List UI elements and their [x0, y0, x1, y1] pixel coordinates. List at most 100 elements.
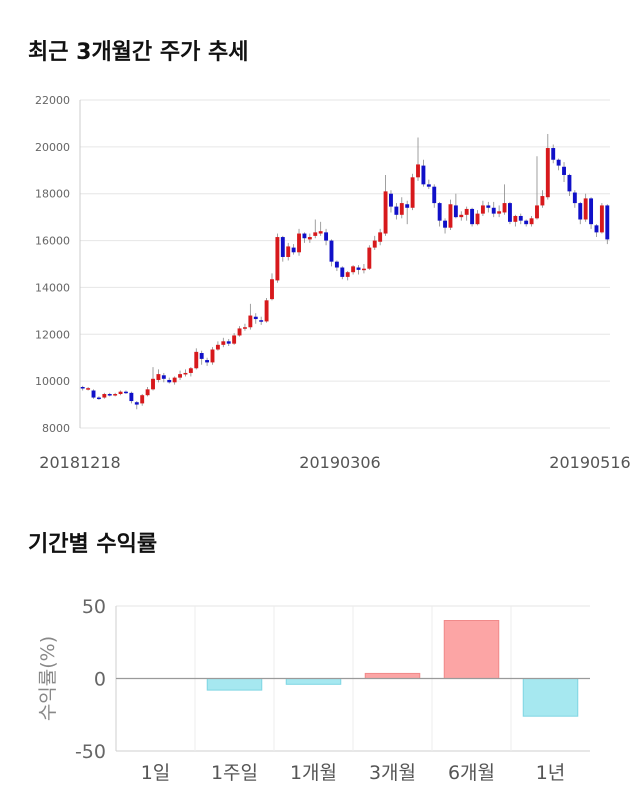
candle-body [545, 148, 550, 198]
candle-body [340, 267, 345, 277]
candle-body [140, 395, 145, 404]
candle-body [599, 205, 604, 233]
candle-axis: 8000 10000 12000 14000 16000 18000 20000 22000 2… [35, 94, 631, 472]
candle-ytick-label: 18000 [35, 188, 70, 201]
candlestick-chart: 8000 10000 12000 14000 16000 18000 20000 22000 2… [35, 94, 631, 472]
candle-body [443, 220, 447, 228]
candle-body [151, 378, 155, 390]
candle-body [502, 203, 507, 213]
candle-body [199, 353, 204, 359]
candle-body [215, 344, 220, 350]
candle-body [297, 233, 301, 253]
candle-body [551, 148, 556, 160]
candle-body [356, 267, 361, 270]
candle-body [399, 203, 404, 215]
bar-ytick-label: 50 [82, 596, 106, 618]
candle-body [113, 394, 118, 396]
candle-body [605, 205, 610, 240]
candle-body [183, 372, 188, 375]
candle-body [86, 388, 91, 390]
candle-body [432, 186, 437, 204]
return-bar [206, 678, 263, 691]
candle-body [508, 203, 512, 222]
candle-body [205, 360, 210, 363]
candle-body [80, 387, 85, 389]
candle-body [91, 390, 96, 398]
candle-body [286, 246, 291, 257]
candle-body [302, 233, 307, 239]
candle-body [556, 159, 561, 166]
candle-ytick-label: 14000 [35, 281, 70, 294]
candle-body [313, 232, 318, 236]
candle-body [334, 261, 339, 268]
candle-body [194, 351, 199, 369]
candle-body [248, 315, 253, 328]
candle-body [378, 232, 383, 242]
candle-body [129, 392, 134, 402]
candle-ytick-label: 22000 [35, 94, 70, 107]
candle-body [567, 174, 572, 192]
return-bar [285, 678, 342, 685]
candle-body [134, 402, 139, 405]
candle-body [535, 205, 539, 219]
candle-body [459, 214, 464, 218]
candle-body [156, 374, 161, 380]
candle-body [594, 225, 599, 233]
bar-category-label: 1주일 [211, 762, 258, 784]
bar-axis: 50 0 -50 수익률(%) 1일 1주일 1개월 3개월 6개월 1년 [37, 596, 590, 784]
candle-body [318, 231, 323, 234]
bar-category-label: 1일 [141, 762, 171, 784]
candle-body [453, 205, 458, 218]
candle-body [329, 240, 334, 262]
candle-body [367, 247, 372, 269]
candle-body [583, 198, 588, 220]
candle-body [518, 215, 523, 221]
candle-body [324, 232, 329, 241]
candle-xtick-label: 20190306 [299, 453, 380, 472]
candle-body [480, 205, 485, 214]
candle-body [161, 375, 166, 379]
candle-body [243, 327, 247, 329]
candle-body [275, 237, 280, 281]
candle-body [210, 349, 215, 363]
return-bar [522, 678, 579, 717]
bar-y-axis-label: 수익률(%) [37, 636, 59, 721]
return-bar [443, 620, 500, 679]
candle-body [497, 211, 502, 214]
candle-marks [80, 133, 610, 410]
candle-body [102, 394, 107, 398]
candle-body [280, 237, 285, 257]
candle-body [167, 379, 172, 383]
candle-body [589, 198, 594, 225]
candle-body [513, 215, 518, 222]
candle-body [421, 165, 426, 185]
candle-body [448, 204, 453, 228]
candle-body [307, 237, 312, 240]
candle-body [351, 266, 356, 273]
candle-body [259, 320, 264, 322]
candle-ytick-label: 8000 [42, 422, 70, 435]
candle-body [172, 377, 177, 383]
candle-body [178, 374, 182, 378]
candle-body [389, 193, 393, 207]
candle-body [470, 208, 475, 225]
candle-body [96, 397, 101, 400]
candle-body [572, 192, 577, 204]
candle-body [345, 272, 350, 277]
price-trend-title: 최근 3개월간 주가 추세 [28, 40, 249, 65]
candle-body [107, 394, 112, 396]
return-bar [364, 672, 421, 679]
candle-body [124, 391, 128, 394]
candle-body [562, 166, 566, 175]
candle-body [226, 341, 231, 344]
candle-body [475, 213, 480, 225]
candle-body [291, 247, 296, 253]
candle-ytick-label: 10000 [35, 375, 70, 388]
candle-body [372, 240, 377, 248]
candle-xtick-label: 20181218 [39, 453, 120, 472]
candle-body [361, 268, 366, 271]
candle-body [188, 368, 193, 373]
candle-body [416, 164, 420, 178]
candle-body [145, 389, 150, 396]
